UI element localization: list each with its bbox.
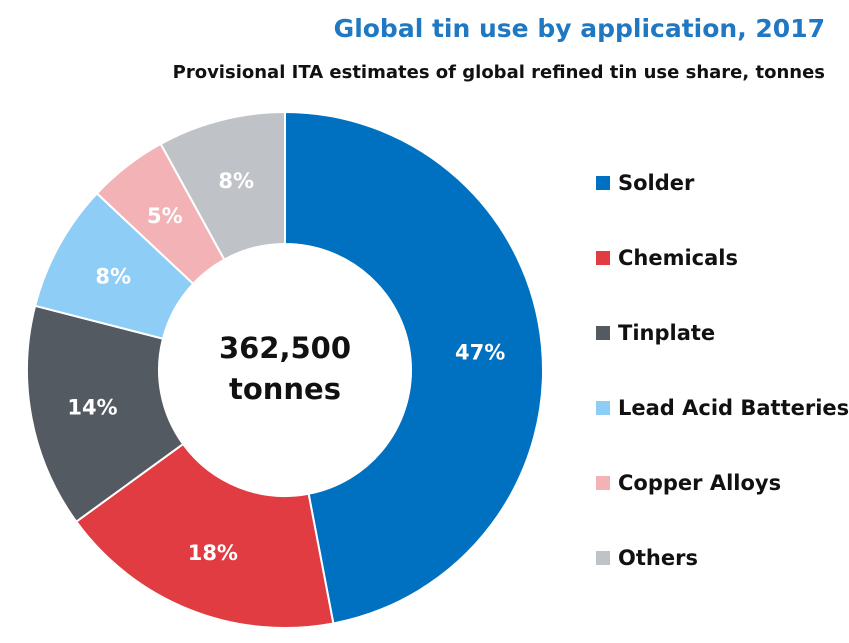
chart-subtitle: Provisional ITA estimates of global refi… (172, 62, 825, 83)
slice-label-chemicals: 18% (188, 541, 238, 565)
legend-label: Lead Acid Batteries (618, 396, 849, 420)
legend-label: Copper Alloys (618, 471, 782, 495)
legend-item-lead-acid-batteries: Lead Acid Batteries (596, 393, 849, 468)
donut-slice-labels: 47% 18% 14% 8% 5% 8% (67, 169, 505, 565)
legend-label: Others (618, 546, 698, 570)
slice-others (159, 110, 286, 261)
legend-item-tinplate: Tinplate (596, 318, 849, 393)
legend-swatch (596, 401, 610, 415)
slice-label-copper-alloys: 5% (147, 204, 183, 228)
legend-label: Chemicals (618, 246, 739, 270)
center-total-unit: tonnes (229, 372, 341, 406)
legend-swatch (596, 551, 610, 565)
legend-swatch (596, 476, 610, 490)
legend-label: Tinplate (618, 321, 716, 345)
slice-label-solder: 47% (455, 341, 505, 365)
legend-item-copper-alloys: Copper Alloys (596, 468, 849, 543)
slice-solder (284, 110, 544, 625)
slice-label-tinplate: 14% (67, 396, 117, 420)
legend: Solder Chemicals Tinplate Lead Acid Batteri… (596, 168, 849, 618)
center-total-value: 362,500 (219, 331, 351, 365)
slice-label-lead-acid-batteries: 8% (95, 265, 131, 289)
legend-label: Solder (618, 171, 695, 195)
legend-swatch (596, 326, 610, 340)
chart-title: Global tin use by application, 2017 (333, 14, 825, 43)
slice-label-others: 8% (218, 169, 254, 193)
legend-swatch (596, 251, 610, 265)
donut-slices (26, 110, 544, 629)
slice-tinplate (26, 304, 185, 524)
slice-chemicals (74, 442, 335, 629)
legend-item-others: Others (596, 543, 849, 618)
legend-item-solder: Solder (596, 168, 849, 243)
legend-item-chemicals: Chemicals (596, 243, 849, 318)
legend-swatch (596, 176, 610, 190)
